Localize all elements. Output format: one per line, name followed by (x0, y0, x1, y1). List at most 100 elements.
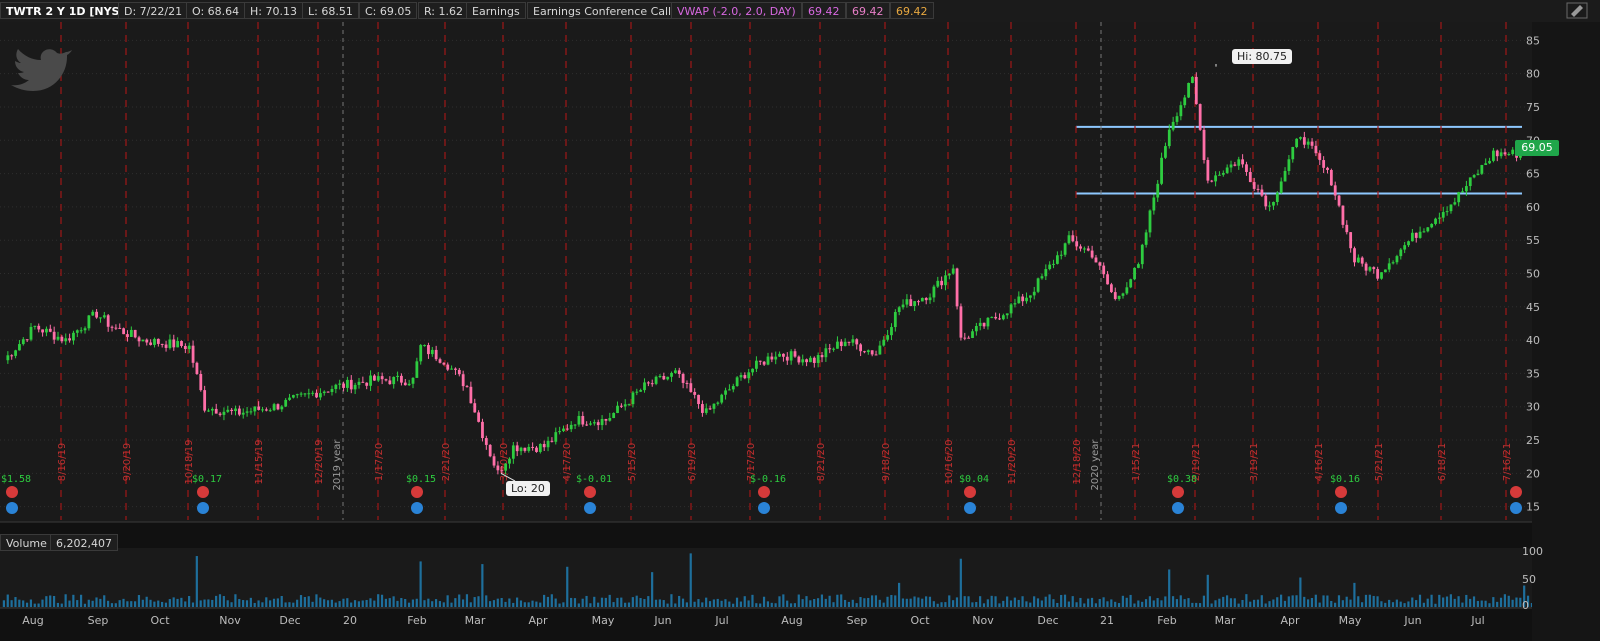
candle-body (199, 374, 203, 391)
price-tick-label: 15 (1526, 501, 1540, 514)
month-label: Apr (1280, 614, 1300, 627)
volume-bar (1252, 599, 1256, 607)
candle-body (388, 380, 392, 385)
candle-body (376, 376, 380, 381)
volume-bar (299, 595, 303, 607)
eps-value-label: $-0.01 (576, 474, 612, 485)
volume-label[interactable]: Volume (0, 534, 53, 551)
candle-body (1310, 141, 1314, 146)
candle-body (1441, 212, 1445, 218)
candle-body (280, 406, 284, 410)
candle-body (1048, 264, 1052, 270)
chart-settings-icon[interactable] (1566, 2, 1588, 19)
volume-bar (1245, 594, 1248, 607)
candle-body (1137, 264, 1140, 268)
candle-body (616, 405, 619, 413)
volume-bar (620, 597, 623, 607)
volume-bar (797, 594, 800, 607)
volume-bar (1461, 602, 1464, 607)
volume-bar (87, 599, 90, 607)
candle-body (1499, 152, 1503, 157)
candle-body (1102, 265, 1106, 275)
volume-bar (1411, 597, 1414, 607)
volume-bar (373, 600, 376, 607)
candle-body (1125, 287, 1129, 294)
volume-bar (353, 600, 357, 607)
candle-body (816, 355, 820, 363)
candle-body (172, 339, 176, 348)
earnings-study-label[interactable]: Earnings (466, 2, 526, 19)
volume-bars (2, 553, 1533, 607)
earnings-call-study-label[interactable]: Earnings Conference Call (527, 2, 678, 19)
month-label: 21 (1100, 614, 1114, 627)
earnings-date-label: 4/17/20 (562, 443, 573, 482)
volume-bar (1044, 596, 1047, 607)
volume-bar (1121, 595, 1124, 607)
volume-bar (1040, 600, 1043, 607)
candle-body (855, 339, 859, 345)
earnings-call-icon (6, 486, 18, 498)
volume-bar (651, 572, 654, 607)
candle-body (214, 408, 218, 414)
volume-bar (1272, 599, 1275, 607)
candle-body (1248, 171, 1252, 183)
candle-body (1383, 269, 1387, 273)
volume-bar (705, 597, 708, 607)
price-axis-background (1532, 22, 1600, 641)
candle-body (747, 372, 751, 379)
candle-body (758, 360, 762, 362)
candle-body (361, 381, 365, 383)
candle-body (859, 344, 863, 352)
candle-body (801, 359, 805, 363)
volume-value: 6,202,407 (50, 534, 118, 551)
candle-body (1275, 192, 1279, 202)
month-label: Feb (1157, 614, 1176, 627)
volume-bar (685, 602, 688, 607)
volume-bar (1241, 599, 1244, 607)
candle-body (1237, 159, 1241, 166)
price-chart[interactable]: 8/16/19 9/20/19 10/18/19 11/15/19 12/20/19 1/… (0, 22, 1600, 641)
volume-bar (770, 602, 773, 607)
vwap-study-label[interactable]: VWAP (-2.0, 2.0, DAY) (671, 2, 802, 19)
volume-bar (543, 594, 546, 607)
volume-bar (1445, 596, 1449, 607)
candle-body (631, 392, 635, 405)
volume-bar (1372, 595, 1375, 607)
earnings-report-icon (584, 502, 596, 514)
volume-bar (1499, 597, 1503, 607)
volume-bar (562, 602, 565, 607)
eps-value-label: $0.15 (406, 474, 436, 485)
volume-bar (666, 603, 669, 607)
candle-body (203, 390, 207, 411)
volume-bar (801, 599, 804, 607)
candle-body (95, 311, 99, 318)
volume-bar (523, 602, 526, 607)
volume-bar (1276, 597, 1279, 607)
candle-body (600, 418, 604, 426)
twitter-logo-icon (11, 49, 72, 91)
volume-bar (334, 602, 337, 607)
candle-body (701, 404, 704, 413)
volume-bar (103, 595, 106, 607)
volume-bar (296, 599, 299, 607)
earnings-date-label: 6/19/20 (687, 443, 698, 482)
volume-bar (809, 600, 812, 607)
price-tick-label: 30 (1526, 401, 1540, 414)
price-axis: 152025303540455055606570758085100500 (1522, 22, 1600, 641)
candle-body (465, 386, 469, 388)
close-value: C: 69.05 (359, 2, 418, 19)
volume-bar (203, 599, 206, 607)
candle-body (604, 418, 608, 421)
volume-bar (1334, 602, 1337, 607)
candle-body (986, 317, 990, 327)
candle-body (261, 409, 264, 411)
candle-body (1461, 191, 1464, 193)
earnings-call-icon (197, 486, 209, 498)
candle-body (1476, 173, 1480, 176)
candle-body (828, 348, 832, 350)
volume-bar (739, 601, 742, 607)
volume-bar (265, 597, 268, 607)
volume-bar (176, 598, 179, 607)
volume-bar (485, 595, 488, 607)
symbol-label[interactable]: TWTR 2 Y 1D [NYSE] (0, 2, 138, 19)
